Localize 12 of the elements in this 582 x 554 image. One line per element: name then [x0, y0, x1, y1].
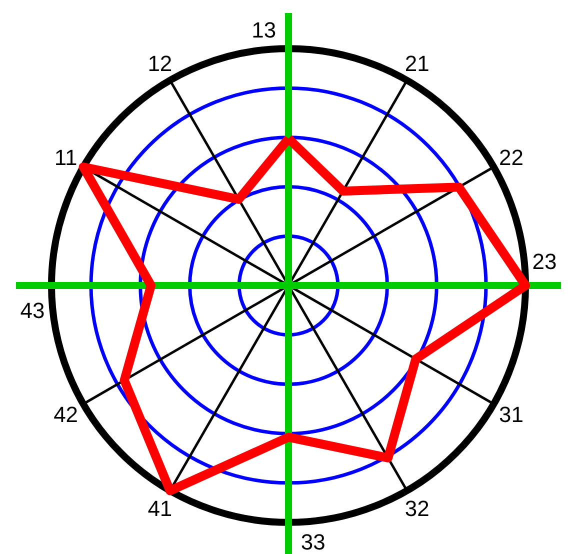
spoke-label: 11	[54, 144, 78, 170]
spoke-label: 22	[498, 144, 524, 170]
spoke-label: 32	[404, 496, 430, 522]
spoke-label: 33	[300, 529, 326, 554]
spoke-label: 42	[54, 402, 78, 428]
spoke-label: 13	[252, 18, 276, 43]
spoke-label: 41	[148, 496, 172, 522]
spoke-label: 43	[20, 298, 45, 324]
spoke-label: 31	[498, 402, 524, 428]
spoke-label: 12	[148, 50, 172, 76]
spoke-label: 21	[404, 50, 430, 76]
spoke-label: 23	[532, 248, 557, 274]
